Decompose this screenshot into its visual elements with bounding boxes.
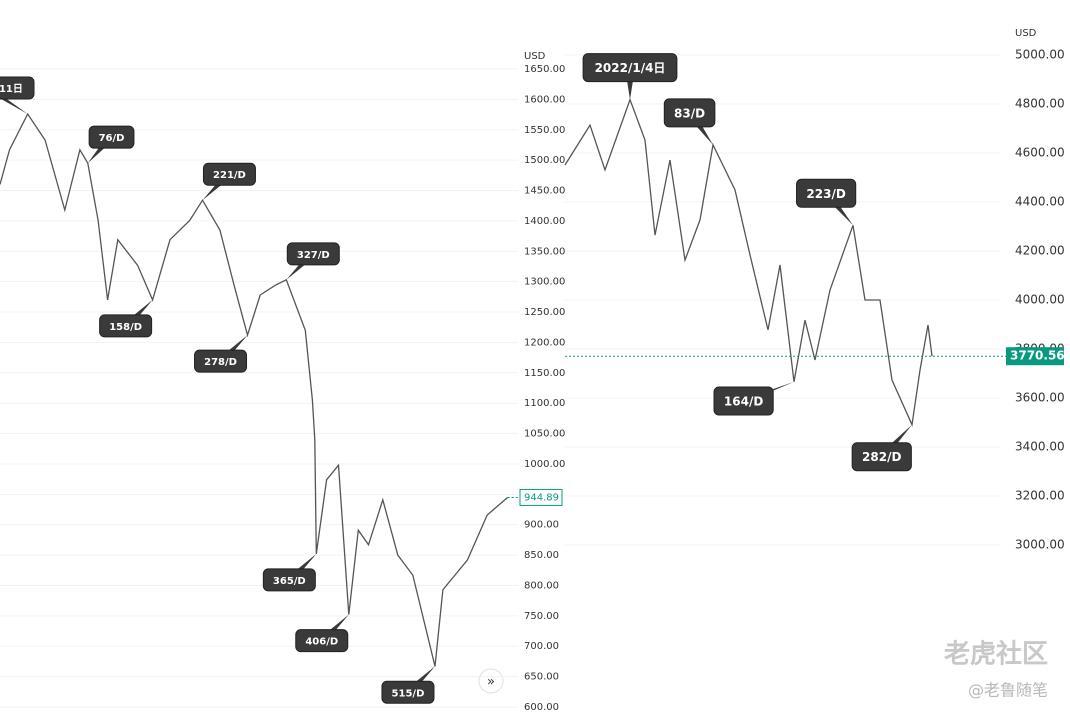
y-tick-label: 3000.00 xyxy=(1015,538,1065,552)
last-price-label: 944.89 xyxy=(524,492,559,503)
y-tick-label: 4800.00 xyxy=(1015,97,1065,111)
callout-label: 515/D xyxy=(392,688,425,699)
callout-box xyxy=(663,98,716,128)
callout-box xyxy=(796,178,857,208)
y-tick-label: 1150.00 xyxy=(524,368,565,379)
y-tick-label: 900.00 xyxy=(524,520,559,531)
callout-label: 282/D xyxy=(862,450,901,464)
callout-label: 327/D xyxy=(297,250,330,261)
callout-box xyxy=(194,349,248,373)
callout-label: 76/D xyxy=(99,133,125,144)
y-tick-label: 800.00 xyxy=(524,580,559,591)
y-axis-unit: USD xyxy=(1015,28,1037,39)
y-tick-label: 1250.00 xyxy=(524,307,565,318)
y-tick-label: 1550.00 xyxy=(524,125,565,136)
callout-box xyxy=(381,680,435,704)
callout-box xyxy=(262,568,316,592)
y-tick-label: 1050.00 xyxy=(524,429,565,440)
y-tick-label: 1600.00 xyxy=(524,94,565,105)
price-line xyxy=(0,112,509,667)
y-tick-label: 5000.00 xyxy=(1015,48,1065,62)
y-tick-label: 850.00 xyxy=(524,550,559,561)
callout-label: 2007/10/11日 xyxy=(0,83,23,95)
callout-box xyxy=(713,386,774,416)
y-axis-unit: USD xyxy=(524,51,546,62)
callout-tail xyxy=(821,193,853,226)
last-price-tag xyxy=(519,488,563,506)
callout-box xyxy=(286,242,340,266)
y-tick-label: 1000.00 xyxy=(524,459,565,470)
callout-box xyxy=(295,629,349,653)
y-tick-label: 1400.00 xyxy=(524,216,565,227)
callout-label: 278/D xyxy=(204,357,237,368)
y-tick-label: 650.00 xyxy=(524,672,559,683)
callout-box xyxy=(582,53,678,83)
callout-label: 164/D xyxy=(724,395,763,409)
callout-label: 223/D xyxy=(806,187,845,201)
callout-label: 365/D xyxy=(273,576,306,587)
y-tick-label: 750.00 xyxy=(524,611,559,622)
price-line xyxy=(564,97,933,428)
y-tick-label: 4000.00 xyxy=(1015,293,1065,307)
callout-label: 2022/1/4日 xyxy=(595,61,666,75)
callout-label: 221/D xyxy=(213,170,246,181)
y-tick-label: 1300.00 xyxy=(524,277,565,288)
y-tick-label: 700.00 xyxy=(524,641,559,652)
y-tick-label: 3400.00 xyxy=(1015,440,1065,454)
y-tick-label: 1500.00 xyxy=(524,155,565,166)
callout-box xyxy=(88,125,135,149)
callout-box xyxy=(99,314,153,338)
chart: USD3000.003200.003400.003600.003800.0040… xyxy=(564,28,1065,552)
callout-box xyxy=(851,442,912,472)
y-tick-label: 1100.00 xyxy=(524,398,565,409)
y-tick-label: 4400.00 xyxy=(1015,195,1065,209)
chart: USD 600.00 650.00 700.00 750.00 800.00 850.00 9… xyxy=(0,51,565,713)
y-tick-label: 600.00 xyxy=(524,702,559,713)
y-tick-label: 1450.00 xyxy=(524,186,565,197)
watermark: 老虎社区 xyxy=(944,639,1048,670)
scroll-button[interactable] xyxy=(478,668,504,694)
y-tick-label: 3200.00 xyxy=(1015,489,1065,503)
callout-box xyxy=(0,76,35,100)
callout-label: 158/D xyxy=(109,322,142,333)
callout-box xyxy=(202,162,256,186)
scroll-icon: » xyxy=(487,675,495,690)
y-tick-label: 1650.00 xyxy=(524,64,565,75)
callout-label: 83/D xyxy=(674,106,705,120)
callout-label: 406/D xyxy=(305,637,338,648)
last-price-label: 3770.56 xyxy=(1010,349,1065,363)
last-price-tag xyxy=(1006,347,1064,366)
y-tick-label: 1200.00 xyxy=(524,337,565,348)
y-tick-label: 4200.00 xyxy=(1015,244,1065,258)
y-tick-label: 3600.00 xyxy=(1015,391,1065,405)
author: @老鲁随笔 xyxy=(968,681,1048,700)
y-tick-label: 4600.00 xyxy=(1015,146,1065,160)
y-tick-label: 1350.00 xyxy=(524,246,565,257)
